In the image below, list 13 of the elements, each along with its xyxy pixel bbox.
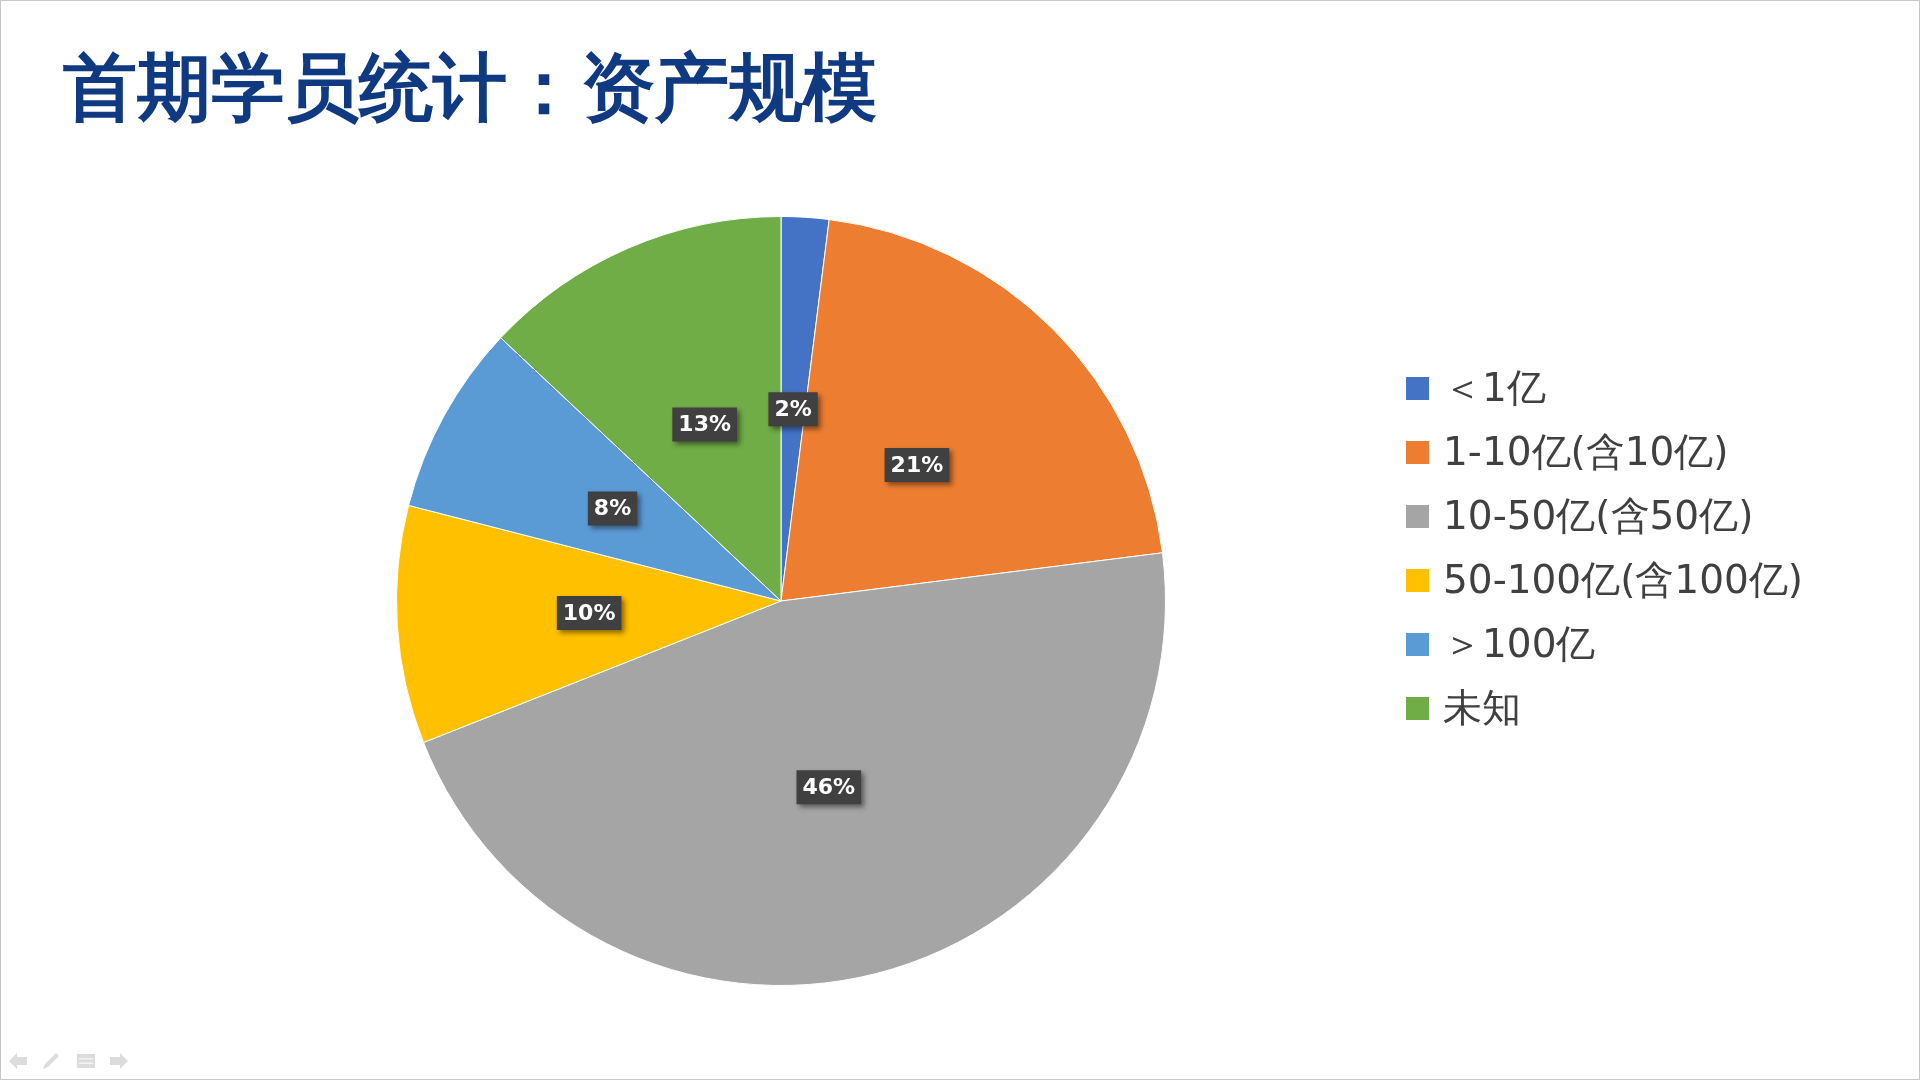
legend-label: 1-10亿(含10亿) bbox=[1443, 428, 1729, 476]
data-label: 8% bbox=[593, 495, 632, 521]
legend-label: ＜1亿 bbox=[1443, 364, 1546, 412]
legend-label: ＞100亿 bbox=[1443, 620, 1596, 668]
chart-title: 首期学员统计：资产规模 bbox=[63, 43, 877, 132]
data-label: 46% bbox=[802, 773, 856, 799]
data-label: 21% bbox=[890, 451, 944, 477]
data-label: 13% bbox=[678, 411, 731, 437]
legend-label: 50-100亿(含100亿) bbox=[1443, 556, 1804, 604]
data-label: 10% bbox=[562, 599, 616, 625]
legend-label: 未知 bbox=[1443, 684, 1521, 732]
legend-label: 10-50亿(含50亿) bbox=[1443, 492, 1754, 540]
data-label: 2% bbox=[774, 395, 812, 421]
